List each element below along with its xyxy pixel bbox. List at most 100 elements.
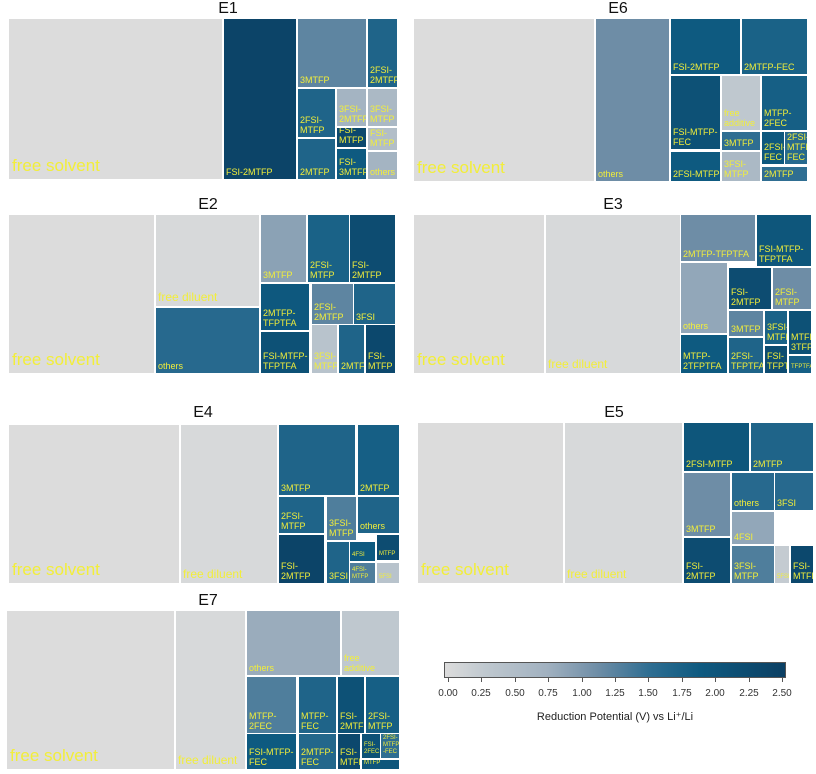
treemap-cell-label: 3FSI- MTFP <box>329 518 354 538</box>
treemap-cell: MTFP <box>376 534 400 561</box>
treemap-cell: FSI-MTFP- FEC <box>246 733 297 770</box>
panel-title-e2: E2 <box>198 196 218 213</box>
treemap-cell-label: FSI- MTFP <box>368 351 393 371</box>
treemap-cell: FSI- MTFP <box>365 324 396 374</box>
treemap-cell-label: 3MTFP <box>724 138 754 148</box>
treemap-cell: FSI- 2MTFP <box>728 267 772 310</box>
treemap-cell-label: MTFP <box>379 551 396 557</box>
colorbar-tick-label: 0.75 <box>538 688 558 699</box>
treemap-cell: 2FSI-MTFP <box>670 151 721 182</box>
treemap-cell: 2FSI-MTFP <box>683 422 750 472</box>
treemap-e2: free solvent free diluent others 3MTFP 2FSI-… <box>8 214 396 374</box>
treemap-cell: FSI-2MTFP <box>278 534 325 584</box>
treemap-cell: 3FSI- MTFP <box>311 324 338 374</box>
colorbar-tick-mark <box>615 678 616 682</box>
treemap-cell: FSI-MTFP <box>336 127 367 148</box>
colorbar-tick-label: 2.25 <box>739 688 759 699</box>
treemap-cell: FSI- TFPTFA <box>764 345 788 374</box>
treemap-cell: free solvent <box>8 424 180 584</box>
treemap-cell-label: FSI-2MTFP <box>673 62 720 72</box>
treemap-cell-label: free solvent <box>12 350 100 369</box>
treemap-cell-label: FSI- TFPTFA <box>767 351 787 371</box>
treemap-cell-label: FSI-MTFP <box>339 127 364 145</box>
treemap-cell-label: 3FSI <box>329 571 349 581</box>
treemap-cell: 3MTFP <box>297 18 367 88</box>
treemap-cell-label: MTFP- FEC <box>301 711 329 731</box>
treemap-cell: 3FSI-MTFP <box>731 545 775 584</box>
treemap-cell-label: 2FSI- MTFP- FEC <box>787 132 808 162</box>
colorbar-tick-label: 2.50 <box>772 688 792 699</box>
treemap-cell: others <box>357 496 400 534</box>
treemap-cell-label: FSI-2MTFP <box>226 167 273 177</box>
treemap-cell: MTFP- 2TFPTFA <box>680 334 728 374</box>
treemap-cell: FSI- MTFP <box>337 733 361 770</box>
treemap-cell: FSI-MTFP- FEC <box>670 75 721 150</box>
treemap-cell: 3FSI- MTFP <box>367 88 398 127</box>
treemap-cell-label: 2FSI- TFPTFA <box>731 351 764 371</box>
treemap-cell-label: 5FSI <box>777 574 790 580</box>
treemap-cell: 4FSI <box>731 511 775 545</box>
treemap-cell-label: 2MTFP- FEC <box>301 747 334 767</box>
treemap-cell: 2MTFP <box>357 424 400 496</box>
treemap-cell: free diluent <box>155 214 260 307</box>
colorbar-tick-label: 0.50 <box>505 688 525 699</box>
treemap-cell: MTFP-2FEC <box>246 676 297 734</box>
treemap-cell-label: MTFP- 3TFPTFA <box>791 332 811 352</box>
treemap-cell-label: FSI- 2MTFP <box>731 287 761 307</box>
treemap-cell-label: FSI-MTFP- TFPTFA <box>263 351 308 371</box>
treemap-cell-label: others <box>249 663 275 673</box>
treemap-cell-label: free solvent <box>417 350 505 369</box>
treemap-cell: 2MTFP-FEC <box>741 18 808 75</box>
treemap-cell: 3MTFP <box>278 424 356 496</box>
treemap-cell: others <box>367 151 398 180</box>
panel-title-e6: E6 <box>608 0 628 17</box>
treemap-cell-label: 3MTFP <box>686 524 716 534</box>
treemap-e1: free solvent FSI-2MTFP 3MTFP 2FSI- 2MTFP 2FS… <box>8 18 398 180</box>
treemap-cell-label: others <box>598 169 624 179</box>
treemap-cell-label: FSI- 3MTFP <box>339 157 367 177</box>
treemap-cell-label: 3FSI- MTFP <box>314 351 338 371</box>
treemap-cell: 2MTFP- FEC <box>298 733 337 770</box>
colorbar-tick-mark <box>682 678 683 682</box>
colorbar-label: Reduction Potential (V) vs Li⁺/Li <box>536 711 694 723</box>
treemap-cell-label: 2FSI- 2MTFP <box>370 65 398 85</box>
treemap-cell: 2FSI- 2MTFP <box>311 283 354 325</box>
panel-title-e4: E4 <box>193 404 213 421</box>
colorbar-tick-label: 1.50 <box>638 688 658 699</box>
colorbar-tick-label: 0.25 <box>471 688 491 699</box>
treemap-cell-label: 3FSI- MTFP <box>724 159 749 179</box>
treemap-cell-label: 3FSI- MTFP <box>370 104 395 124</box>
treemap-cell-label: 2FSI-MTFP <box>686 459 733 469</box>
treemap-cell: free additive <box>341 610 400 676</box>
treemap-cell-label: others <box>158 361 184 371</box>
treemap-cell: 2FSI- 2MTFP <box>367 18 398 88</box>
treemap-cell-label: FSI- MTFP <box>793 561 813 581</box>
treemap-cell-label: free additive <box>724 108 756 128</box>
treemap-cell: 2MTFP-TFPTFA <box>680 214 756 262</box>
treemap-cell-label: 2FSI- MTFP <box>300 115 325 135</box>
treemap-cell: free solvent <box>413 18 595 182</box>
treemap-cell: free solvent <box>8 214 155 374</box>
treemap-cell: 2MTFP <box>338 324 365 374</box>
colorbar-tick-mark <box>648 678 649 682</box>
colorbar-tick-label: 0.00 <box>438 688 458 699</box>
treemap-cell-label: 4FSI <box>734 532 754 542</box>
treemap-e3: free solvent free diluent 2MTFP-TFPTFA FSI-… <box>413 214 812 374</box>
treemap-cell-label: 2FSI-2MTFP <box>764 167 794 179</box>
treemap-cell-label: MTFP-2FEC <box>249 711 277 731</box>
treemap-cell-label: FSI-MTFP- TFPTFA <box>759 244 804 264</box>
treemap-cell-label: others <box>370 167 396 177</box>
treemap-cell: FSI- MTFP <box>790 545 814 584</box>
treemap-cell-label: 2MTFP <box>753 459 783 469</box>
treemap-cell: 2MTFP <box>750 422 814 472</box>
treemap-cell: 3FSI- MTFP <box>721 151 761 182</box>
colorbar-tick-mark <box>715 678 716 682</box>
treemap-cell: MTFP- 3TFPTFA <box>788 310 812 355</box>
treemap-cell-label: 2FSI- MTFP <box>368 711 393 731</box>
treemap-cell-label: free diluent <box>567 567 627 581</box>
treemap-cell: MTFP- 2FEC <box>761 75 808 131</box>
panel-title-e5: E5 <box>604 404 624 421</box>
treemap-cell: 3FSI- MTFP <box>326 496 357 541</box>
colorbar-tick-mark <box>481 678 482 682</box>
treemap-cell-label: 3FSI-MTFP <box>734 561 759 581</box>
